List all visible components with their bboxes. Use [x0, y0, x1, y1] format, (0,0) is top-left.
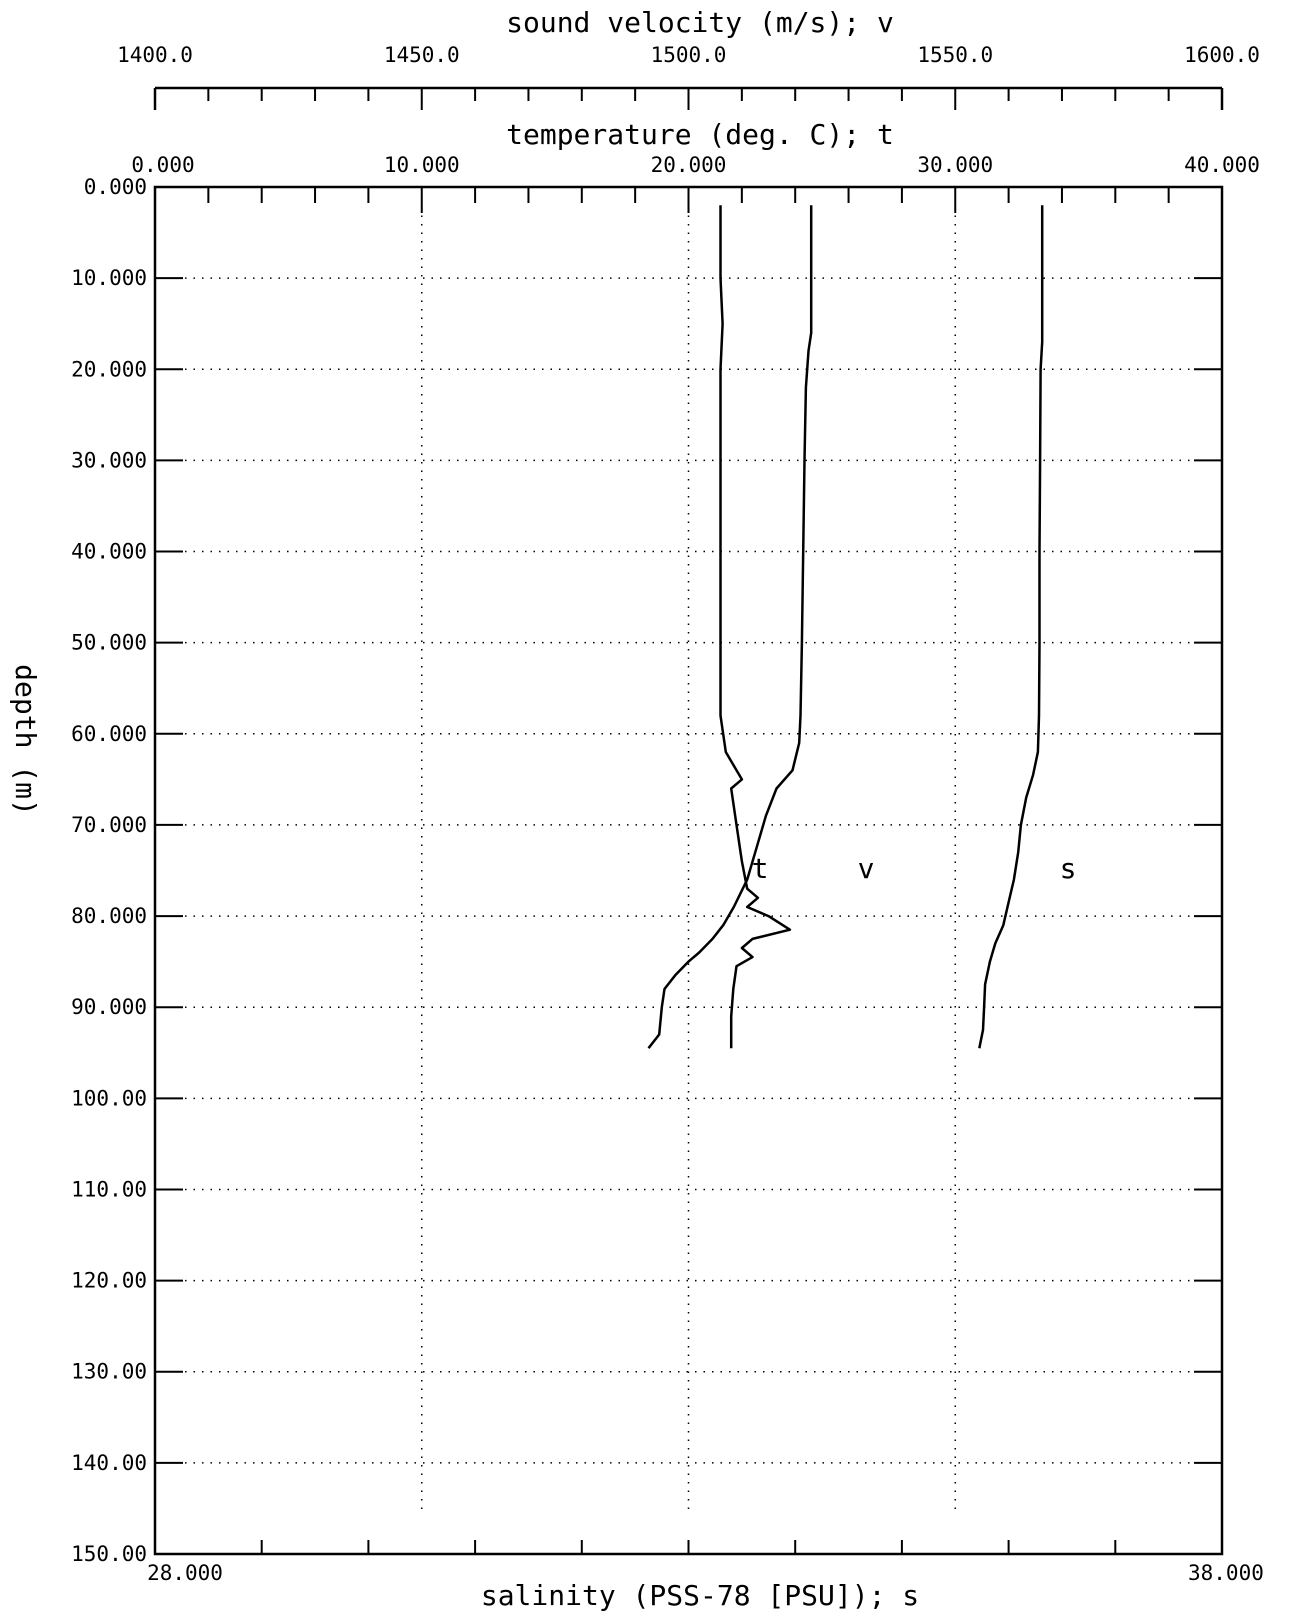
depth-tick-label: 140.00	[71, 1451, 147, 1475]
salinity-tick-label: 28.000	[147, 1561, 223, 1585]
depth-tick-label: 80.000	[71, 904, 147, 928]
salinity-axis-title: salinity (PSS-78 [PSU]); s	[481, 1579, 919, 1612]
depth-tick-label: 0.000	[84, 175, 147, 199]
grid	[185, 207, 1192, 1514]
temperature-tick-label: 30.000	[917, 153, 993, 177]
depth-axis-title: depth (m)	[9, 664, 42, 816]
tick-labels: 1400.0 1450.0 1500.0 1550.0 1600.0 0.000 10.00…	[71, 43, 1264, 1585]
depth-tick-label: 30.000	[71, 448, 147, 472]
curve-label-v: v	[858, 852, 875, 885]
depth-tick-label: 130.00	[71, 1360, 147, 1384]
velocity-tick-label: 1500.0	[651, 43, 727, 67]
velocity-tick-label: 1450.0	[384, 43, 460, 67]
axis-ticks	[154, 88, 1223, 1554]
velocity-tick-label: 1400.0	[117, 43, 193, 67]
depth-tick-label: 50.000	[71, 631, 147, 655]
temperature-tick-label: 20.000	[651, 153, 727, 177]
curve-label-s: s	[1060, 852, 1077, 885]
depth-tick-label: 150.00	[71, 1542, 147, 1566]
depth-tick-label: 120.00	[71, 1269, 147, 1293]
depth-tick-label: 10.000	[71, 266, 147, 290]
temperature-axis-title: temperature (deg. C); t	[506, 118, 894, 151]
depth-tick-label: 20.000	[71, 357, 147, 381]
temperature-tick-label: 40.000	[1184, 153, 1260, 177]
salinity-tick-label: 38.000	[1188, 1561, 1264, 1585]
depth-tick-label: 70.000	[71, 813, 147, 837]
depth-tick-label: 90.000	[71, 995, 147, 1019]
plot-frame	[153, 86, 1224, 1556]
series-line-t	[647, 205, 813, 1049]
curve-label-t: t	[752, 852, 769, 885]
series-lines	[647, 205, 1044, 1049]
temperature-tick-label: 0.000	[131, 153, 194, 177]
velocity-axis-title: sound velocity (m/s); v	[506, 6, 894, 39]
depth-tick-label: 40.000	[71, 540, 147, 564]
depth-tick-label: 60.000	[71, 722, 147, 746]
velocity-tick-label: 1600.0	[1184, 43, 1260, 67]
series-line-s	[719, 205, 792, 1049]
series-line-v	[978, 205, 1044, 1049]
depth-tick-label: 100.00	[71, 1086, 147, 1110]
velocity-tick-label: 1550.0	[917, 43, 993, 67]
depth-tick-label: 110.00	[71, 1177, 147, 1201]
temperature-tick-label: 10.000	[384, 153, 460, 177]
